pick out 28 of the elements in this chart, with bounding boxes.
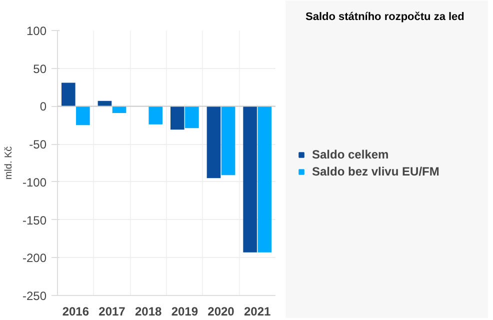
y-tick-label: -200 (22, 251, 47, 266)
bar (206, 106, 221, 178)
bar (185, 106, 199, 128)
text: Saldo státního rozpočtu za led (306, 11, 464, 23)
bar (243, 106, 257, 252)
bar (170, 106, 184, 130)
x-tick-label: 2018 (134, 304, 162, 318)
y-tick-label: 0 (40, 100, 47, 114)
y-axis-title: mld. Kč (3, 146, 14, 180)
legend-label: Saldo celkem (312, 147, 389, 161)
bar (76, 106, 90, 126)
x-tick-label: 2016 (62, 304, 90, 318)
y-tick-label: 100 (26, 24, 47, 38)
y-tick-label: -100 (22, 175, 47, 190)
x-tick-label: 2019 (171, 304, 198, 318)
bar (148, 106, 163, 124)
x-tick-label: 2017 (98, 304, 126, 318)
y-tick-label: -150 (22, 213, 47, 228)
y-tick-label: 50 (33, 62, 47, 76)
bar (112, 106, 126, 114)
x-tick-label: 2021 (244, 304, 272, 318)
bar (221, 106, 236, 176)
legend-label: Saldo bez vlivu EU/FM (312, 164, 440, 178)
y-tick-label: -250 (22, 289, 47, 303)
x-tick-label: 2020 (208, 304, 235, 318)
bar (258, 106, 272, 252)
y-tick-label: -50 (29, 138, 47, 152)
bar (61, 82, 76, 106)
